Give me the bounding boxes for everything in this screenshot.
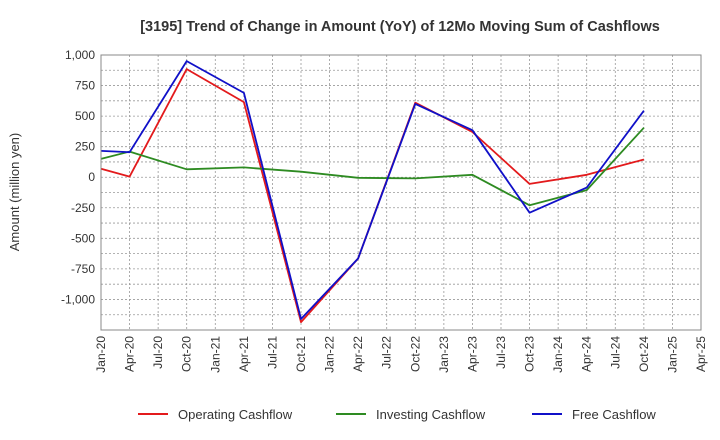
y-tick-label: 500 bbox=[75, 109, 95, 123]
x-tick-label: Oct-24 bbox=[637, 336, 651, 372]
y-tick-labels: 1,000 750 500 250 0 -250 -500 -750 -1,000 bbox=[61, 48, 95, 306]
y-tick-label: -250 bbox=[71, 201, 95, 215]
x-tick-label: Apr-25 bbox=[694, 336, 708, 372]
legend: Operating Cashflow Investing Cashflow Free… bbox=[138, 407, 656, 422]
plot-frame bbox=[100, 54, 702, 331]
x-tick-label: Jan-22 bbox=[323, 336, 337, 373]
x-tick-labels: Jan-20 Apr-20 Jul-20 Oct-20 Jan-21 Apr-21 Jul-… bbox=[94, 336, 708, 373]
x-tick-label: Jul-23 bbox=[494, 336, 508, 369]
y-tick-label: -750 bbox=[71, 262, 95, 276]
y-tick-label: 0 bbox=[88, 170, 95, 184]
chart-title: [3195] Trend of Change in Amount (YoY) o… bbox=[140, 19, 660, 35]
legend-label-operating-cashflow: Operating Cashflow bbox=[178, 407, 293, 422]
x-tick-label: Jul-22 bbox=[380, 336, 394, 369]
y-tick-label: 250 bbox=[75, 140, 95, 154]
x-tick-label: Apr-20 bbox=[123, 336, 137, 372]
series-line-free-cashflow bbox=[100, 60, 645, 320]
x-tick-label: Jul-20 bbox=[151, 336, 165, 369]
x-tick-label: Apr-23 bbox=[465, 336, 479, 372]
series-lines bbox=[100, 60, 645, 324]
x-tick-label: Jul-21 bbox=[265, 336, 279, 369]
series-line-investing-cashflow bbox=[100, 127, 645, 207]
x-tick-label: Jul-24 bbox=[608, 336, 622, 369]
x-tick-label: Apr-24 bbox=[580, 336, 594, 372]
x-tick-label: Jan-20 bbox=[94, 336, 108, 373]
y-tick-label: 1,000 bbox=[65, 48, 95, 62]
x-tick-label: Oct-23 bbox=[523, 336, 537, 372]
grid-lines bbox=[100, 54, 702, 331]
x-tick-label: Oct-21 bbox=[294, 336, 308, 372]
x-tick-label: Jan-24 bbox=[551, 336, 565, 373]
x-tick-label: Jan-21 bbox=[208, 336, 222, 373]
x-tick-label: Oct-20 bbox=[180, 336, 194, 372]
y-axis-label: Amount (million yen) bbox=[7, 133, 22, 252]
x-tick-label: Apr-21 bbox=[237, 336, 251, 372]
x-tick-label: Oct-22 bbox=[408, 336, 422, 372]
legend-label-investing-cashflow: Investing Cashflow bbox=[376, 407, 486, 422]
y-tick-label: -500 bbox=[71, 231, 95, 245]
x-tick-label: Apr-22 bbox=[351, 336, 365, 372]
x-tick-label: Jan-23 bbox=[437, 336, 451, 373]
legend-label-free-cashflow: Free Cashflow bbox=[572, 407, 656, 422]
y-tick-label: -1,000 bbox=[61, 292, 95, 306]
y-tick-label: 750 bbox=[75, 79, 95, 93]
x-tick-label: Jan-25 bbox=[665, 336, 679, 373]
